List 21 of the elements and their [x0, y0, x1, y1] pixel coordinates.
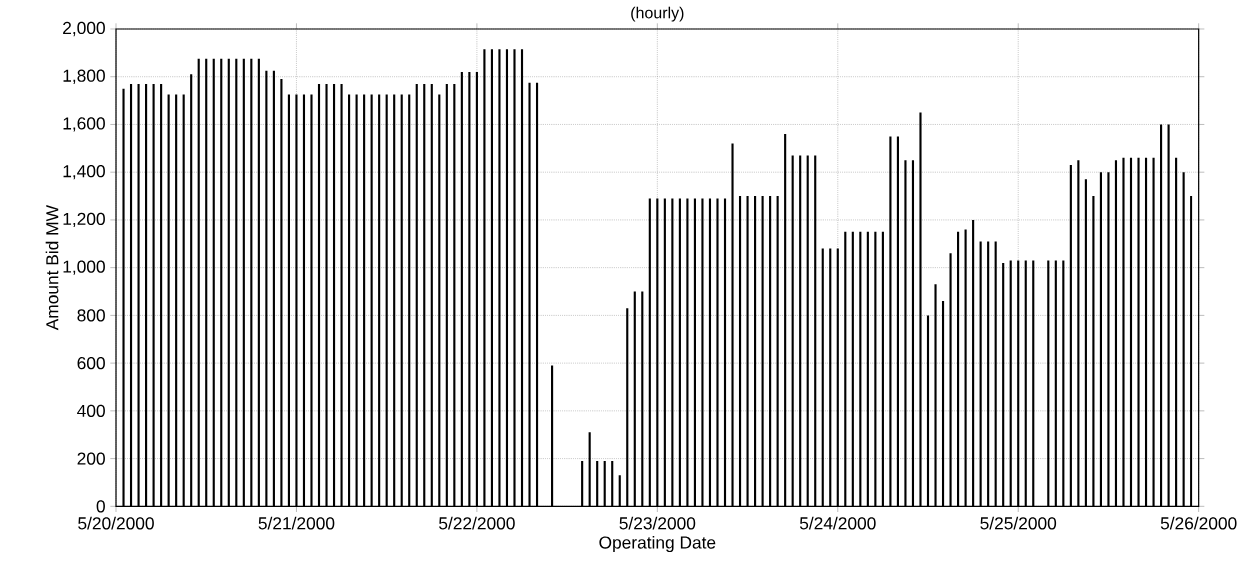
x-tick-label: 5/22/2000 — [439, 516, 515, 530]
x-tick-label: 5/23/2000 — [619, 516, 696, 530]
y-tick-label: 1,800 — [63, 69, 105, 84]
y-axis-title: Amount Bid MW — [45, 205, 59, 331]
y-tick-label: 1,200 — [63, 212, 105, 228]
y-tick-label: 0 — [96, 500, 105, 513]
y-tick-label: 200 — [77, 452, 105, 465]
chart-title: (hourly) — [631, 6, 684, 22]
x-tick-label: 5/26/2000 — [1160, 516, 1237, 530]
y-tick-label: 1,400 — [63, 165, 105, 180]
y-tick-label: 400 — [77, 404, 105, 417]
y-tick-label: 2,000 — [63, 21, 105, 37]
x-axis-title: Operating Date — [599, 535, 716, 553]
y-tick-label: 800 — [77, 309, 105, 322]
x-tick-label: 5/20/2000 — [78, 516, 154, 530]
x-tick-label: 5/21/2000 — [258, 516, 335, 530]
x-tick-label: 5/25/2000 — [980, 516, 1057, 530]
x-tick-label: 5/24/2000 — [799, 516, 876, 530]
y-tick-label: 1,000 — [63, 260, 105, 275]
y-tick-label: 1,600 — [63, 117, 105, 132]
y-tick-label: 600 — [77, 356, 105, 370]
